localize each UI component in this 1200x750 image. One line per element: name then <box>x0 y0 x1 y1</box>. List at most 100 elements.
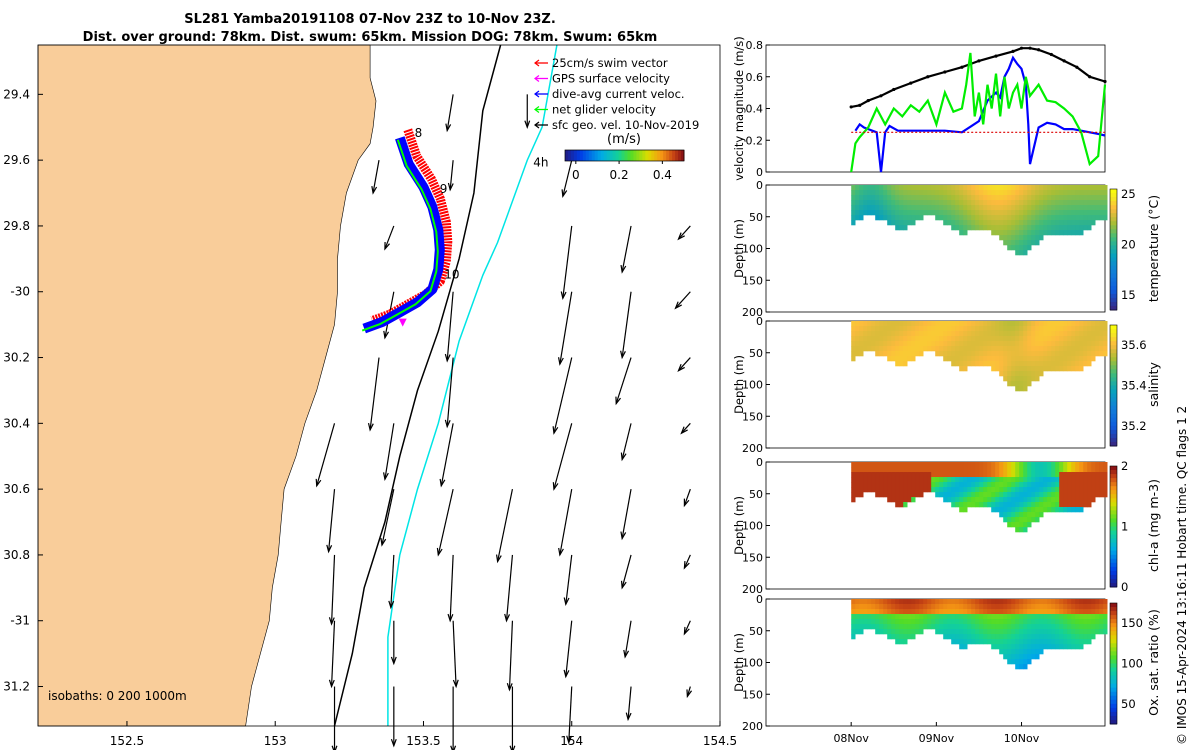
profile-cell <box>971 634 976 640</box>
profile-cell <box>1083 356 1088 362</box>
profile-cell <box>955 477 960 483</box>
profile-cell <box>1023 376 1028 382</box>
profile-cell <box>1075 614 1080 620</box>
profile-cell <box>895 321 900 327</box>
profile-cell <box>1003 649 1008 655</box>
profile-cell <box>915 331 920 337</box>
profile-cell <box>983 321 988 327</box>
profile-cell <box>967 619 972 625</box>
profile-cell <box>903 619 908 625</box>
profile-cell <box>1079 230 1084 236</box>
profile-cell <box>995 624 1000 630</box>
profile-cell <box>927 472 932 478</box>
profile-cell <box>887 629 892 635</box>
profile-cell <box>895 482 900 488</box>
profile-cell <box>1023 462 1028 468</box>
profile-cell <box>1051 195 1056 201</box>
profile-cell <box>1023 220 1028 226</box>
profile-cell <box>971 321 976 327</box>
profile-cell <box>1027 331 1032 337</box>
colorbar-cell <box>672 150 676 161</box>
profile-cell <box>1087 599 1092 605</box>
profile-cell <box>1043 487 1048 493</box>
profile-cell <box>903 336 908 342</box>
profile-cell <box>1007 604 1012 610</box>
profile-cell <box>927 341 932 347</box>
profile-cell <box>1079 477 1084 483</box>
profile-cell <box>955 346 960 352</box>
profile-cell <box>891 200 896 206</box>
profile-cell <box>987 497 992 503</box>
profile-cell <box>971 639 976 645</box>
profile-cell <box>1003 326 1008 332</box>
profile-cell <box>1007 215 1012 221</box>
profile-cell <box>887 220 892 226</box>
profile-cell <box>1027 467 1032 473</box>
profile-cell <box>979 341 984 347</box>
profile-colorbar-cell <box>1110 305 1117 311</box>
profile-cell <box>1043 220 1048 226</box>
profile-cell <box>911 331 916 337</box>
profile-cell <box>1023 472 1028 478</box>
profile-cell <box>951 472 956 478</box>
profile-cell <box>955 462 960 468</box>
profile-colorbar-cell <box>1110 607 1117 612</box>
profile-cell <box>999 361 1004 367</box>
profile-cell <box>979 634 984 640</box>
profile-cell <box>1063 619 1068 625</box>
profile-cell <box>955 200 960 206</box>
profile-cell <box>963 205 968 211</box>
profile-cell <box>855 185 860 191</box>
profile-cell <box>1067 604 1072 610</box>
profile-cell <box>943 472 948 478</box>
profile-cell <box>967 200 972 206</box>
profile-cell <box>903 210 908 216</box>
profile-cell <box>899 361 904 367</box>
gps-velocity-marker <box>398 318 407 327</box>
profile-colorbar-cell <box>1110 333 1117 338</box>
profile-cell <box>1051 472 1056 478</box>
profile-cell <box>895 467 900 473</box>
profile-cell <box>867 200 872 206</box>
profile-cell <box>971 624 976 630</box>
profile-cell <box>939 482 944 488</box>
profile-cell <box>959 351 964 357</box>
profile-cell <box>959 629 964 635</box>
profile-cell <box>855 321 860 327</box>
profile-cell <box>1003 235 1008 241</box>
profile-cell <box>883 609 888 615</box>
profile-cell <box>1083 321 1088 327</box>
profile-cell <box>1011 487 1016 493</box>
profile-cell <box>1035 195 1040 201</box>
profile-colorbar-cell <box>1110 482 1117 487</box>
profile-cell <box>1091 331 1096 337</box>
profile-cell <box>883 351 888 357</box>
profile-cell <box>1059 487 1064 493</box>
profile-cell <box>1059 477 1064 483</box>
profile-cell <box>951 477 956 483</box>
profile-cell <box>971 462 976 468</box>
profile-cell <box>899 321 904 327</box>
profile-cell <box>883 200 888 206</box>
profile-cell <box>999 644 1004 650</box>
profile-cell <box>1047 356 1052 362</box>
profile-cell <box>1043 472 1048 478</box>
profile-cell <box>995 321 1000 327</box>
profile-cell <box>919 629 924 635</box>
profile-cell <box>895 604 900 610</box>
profile-cell <box>1091 497 1096 503</box>
profile-cell <box>895 185 900 191</box>
glider-velocity-band <box>361 139 439 332</box>
profile-cell <box>1071 326 1076 332</box>
profile-cell <box>879 341 884 347</box>
profile-cell <box>1011 336 1016 342</box>
profile-cell <box>1003 472 1008 478</box>
profile-cell <box>1059 346 1064 352</box>
profile-cell <box>979 190 984 196</box>
profile-cell <box>1055 624 1060 630</box>
profile-cell <box>911 477 916 483</box>
profile-cell <box>1075 210 1080 216</box>
profile-cell <box>979 185 984 191</box>
profile-cell <box>1031 604 1036 610</box>
profile-cell <box>895 502 900 508</box>
